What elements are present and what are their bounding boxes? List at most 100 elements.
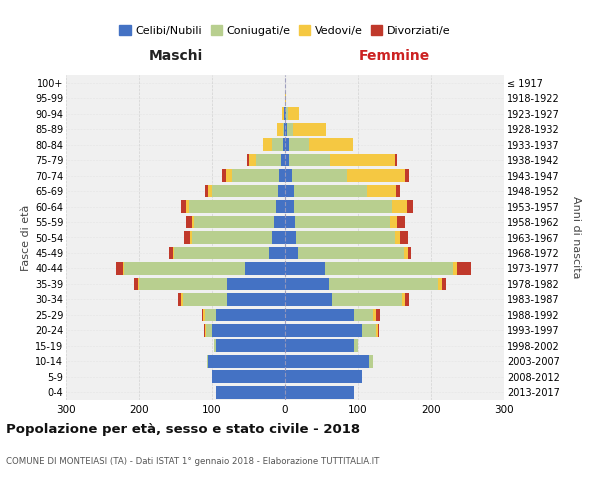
Bar — [285, 123, 287, 136]
Bar — [438, 278, 442, 290]
Bar — [294, 200, 392, 213]
Bar — [285, 154, 289, 166]
Bar — [178, 293, 181, 306]
Bar — [215, 308, 285, 321]
Bar — [285, 92, 286, 104]
Bar — [123, 262, 124, 275]
Bar — [247, 154, 248, 166]
Bar — [329, 154, 395, 166]
Bar — [256, 154, 281, 166]
Bar — [283, 123, 284, 136]
Bar — [169, 246, 173, 260]
Bar — [442, 278, 446, 290]
Bar — [207, 355, 208, 368]
Bar — [206, 324, 212, 336]
Bar — [222, 169, 226, 182]
Bar — [227, 278, 285, 290]
Bar — [285, 308, 355, 321]
Text: Maschi: Maschi — [148, 48, 203, 62]
Bar — [281, 154, 285, 166]
Bar — [347, 169, 406, 182]
Bar — [285, 262, 325, 275]
Bar — [184, 231, 190, 244]
Bar — [194, 216, 274, 228]
Bar — [134, 278, 137, 290]
Bar — [376, 308, 380, 321]
Bar — [285, 108, 286, 120]
Bar — [124, 262, 245, 275]
Bar — [395, 154, 397, 166]
Bar — [276, 200, 285, 213]
Bar — [181, 200, 187, 213]
Bar — [285, 138, 289, 151]
Bar — [453, 262, 457, 275]
Legend: Celibi/Nubili, Coniugati/e, Vedovi/e, Divorziati/e: Celibi/Nubili, Coniugati/e, Vedovi/e, Di… — [115, 21, 455, 40]
Bar — [202, 308, 203, 321]
Bar — [188, 200, 276, 213]
Bar — [274, 216, 285, 228]
Bar — [183, 293, 227, 306]
Bar — [204, 324, 205, 336]
Bar — [215, 386, 285, 398]
Bar — [214, 340, 215, 352]
Bar — [245, 262, 285, 275]
Bar — [457, 262, 471, 275]
Bar — [285, 386, 355, 398]
Bar — [406, 169, 409, 182]
Bar — [309, 138, 353, 151]
Bar — [287, 123, 293, 136]
Bar — [191, 231, 272, 244]
Bar — [272, 231, 285, 244]
Bar — [285, 200, 294, 213]
Bar — [174, 246, 269, 260]
Bar — [278, 184, 285, 198]
Bar — [232, 169, 279, 182]
Bar — [187, 200, 188, 213]
Text: Femmine: Femmine — [359, 48, 430, 62]
Bar — [282, 108, 284, 120]
Bar — [369, 355, 373, 368]
Bar — [285, 216, 295, 228]
Bar — [285, 370, 362, 383]
Bar — [406, 293, 409, 306]
Bar — [205, 324, 206, 336]
Bar — [407, 246, 411, 260]
Bar — [192, 216, 194, 228]
Bar — [332, 293, 402, 306]
Bar — [404, 246, 407, 260]
Bar — [400, 231, 407, 244]
Bar — [378, 324, 379, 336]
Bar — [248, 154, 256, 166]
Bar — [215, 340, 285, 352]
Bar — [139, 278, 227, 290]
Bar — [187, 216, 192, 228]
Bar — [116, 262, 123, 275]
Bar — [390, 216, 397, 228]
Text: Popolazione per età, sesso e stato civile - 2018: Popolazione per età, sesso e stato civil… — [6, 422, 360, 436]
Bar — [355, 340, 358, 352]
Bar — [407, 200, 413, 213]
Bar — [284, 108, 285, 120]
Bar — [173, 246, 174, 260]
Bar — [279, 169, 285, 182]
Bar — [285, 340, 355, 352]
Bar — [325, 262, 453, 275]
Bar — [212, 324, 285, 336]
Bar — [205, 184, 208, 198]
Bar — [212, 184, 278, 198]
Bar — [190, 231, 191, 244]
Bar — [288, 108, 299, 120]
Bar — [285, 293, 332, 306]
Bar — [294, 184, 367, 198]
Bar — [392, 200, 407, 213]
Bar — [292, 169, 347, 182]
Bar — [285, 278, 329, 290]
Bar — [226, 169, 232, 182]
Bar — [137, 278, 139, 290]
Bar — [402, 293, 406, 306]
Bar — [373, 308, 376, 321]
Bar — [181, 293, 183, 306]
Text: COMUNE DI MONTEIASI (TA) - Dati ISTAT 1° gennaio 2018 - Elaborazione TUTTITALIA.: COMUNE DI MONTEIASI (TA) - Dati ISTAT 1°… — [6, 458, 379, 466]
Y-axis label: Anni di nascita: Anni di nascita — [571, 196, 581, 279]
Bar — [227, 293, 285, 306]
